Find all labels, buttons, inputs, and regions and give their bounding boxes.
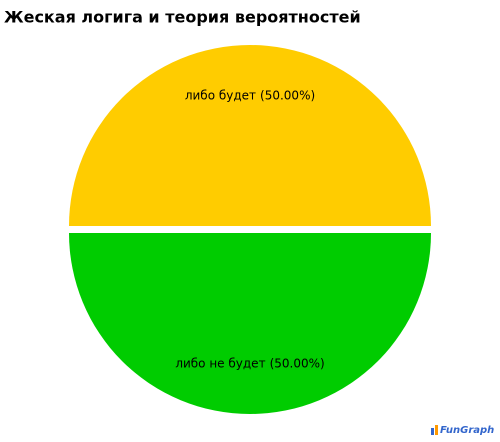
logo: FunGraph — [431, 425, 494, 436]
slice-value: (50.00%) — [260, 88, 315, 102]
watermark: FunGraph — [440, 425, 494, 436]
slice-label: либо будет (50.00%) — [185, 88, 315, 102]
pie-slice — [69, 45, 431, 226]
slice-label: либо не будет (50.00%) — [175, 356, 324, 370]
slice-category: либо не будет — [175, 356, 265, 370]
logo-bar — [431, 428, 434, 435]
slice-value: (50.00%) — [270, 356, 325, 370]
pie-slice — [69, 233, 431, 414]
chart-title: Жеская логига и теория вероятностей — [4, 8, 361, 27]
slice-category: либо будет — [185, 88, 256, 102]
logo-bar — [435, 425, 438, 435]
